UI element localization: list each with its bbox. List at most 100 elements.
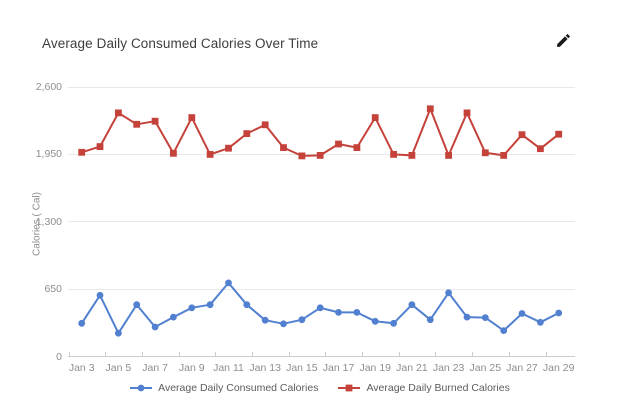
legend-label-burned: Average Daily Burned Calories — [366, 382, 510, 394]
data-point-consumed[interactable] — [353, 309, 361, 316]
data-point-consumed[interactable] — [445, 289, 452, 297]
x-tick-label: Jan 7 — [142, 362, 168, 374]
x-axis-tick — [178, 352, 180, 356]
data-point-consumed[interactable] — [426, 316, 434, 324]
x-tick-label: Jan 5 — [105, 362, 132, 374]
data-point-consumed[interactable] — [518, 310, 526, 317]
data-point-burned[interactable] — [206, 151, 214, 158]
y-tick-label: 1,300 — [35, 215, 62, 228]
y-tick-label: 1,950 — [35, 148, 62, 161]
data-point-burned[interactable] — [371, 114, 379, 121]
data-point-consumed[interactable] — [463, 313, 471, 321]
data-point-consumed[interactable] — [316, 304, 324, 312]
data-point-burned[interactable] — [408, 152, 416, 159]
gridline — [68, 221, 575, 223]
data-point-consumed[interactable] — [133, 301, 141, 309]
x-tick-label: Jan 3 — [68, 362, 95, 374]
data-point-burned[interactable] — [500, 152, 508, 159]
x-axis-tick — [141, 352, 143, 356]
x-tick-label: Jan 25 — [469, 362, 502, 374]
x-tick-label: Jan 27 — [506, 362, 538, 374]
edit-button[interactable] — [552, 28, 576, 52]
data-point-burned[interactable] — [335, 140, 342, 148]
data-point-consumed[interactable] — [151, 323, 159, 331]
x-axis-line — [68, 356, 575, 357]
y-tick-label: 2,600 — [35, 81, 62, 93]
y-tick-label: 650 — [44, 283, 62, 296]
legend: Average Daily Consumed Calories Average … — [0, 382, 640, 394]
data-point-burned[interactable] — [78, 148, 86, 156]
data-point-burned[interactable] — [537, 145, 544, 153]
legend-item-consumed[interactable]: Average Daily Consumed Calories — [130, 382, 318, 394]
x-tick-label: Jan 17 — [322, 362, 355, 374]
data-point-burned[interactable] — [481, 149, 489, 157]
data-point-burned[interactable] — [298, 152, 306, 160]
data-point-burned[interactable] — [133, 120, 141, 128]
data-point-consumed[interactable] — [206, 301, 214, 309]
x-axis-tick — [68, 352, 70, 356]
y-tick-label: 0 — [56, 350, 62, 363]
data-point-consumed[interactable] — [115, 329, 122, 337]
data-point-consumed[interactable] — [537, 318, 544, 326]
x-tick-label: Jan 11 — [213, 362, 244, 374]
x-axis-tick — [545, 352, 547, 356]
data-point-burned[interactable] — [426, 105, 434, 113]
data-point-burned[interactable] — [445, 152, 452, 159]
data-point-burned[interactable] — [170, 149, 177, 157]
data-point-consumed[interactable] — [298, 316, 306, 324]
x-axis-tick — [288, 352, 290, 356]
data-point-burned[interactable] — [188, 114, 196, 121]
data-point-burned[interactable] — [555, 130, 563, 138]
x-axis-tick — [398, 352, 400, 356]
x-axis-tick — [435, 352, 437, 356]
legend-item-burned[interactable]: Average Daily Burned Calories — [338, 382, 510, 394]
series-line-burned — [81, 107, 560, 157]
data-point-burned[interactable] — [151, 117, 159, 125]
data-point-consumed[interactable] — [555, 309, 563, 317]
data-point-burned[interactable] — [518, 131, 526, 139]
data-point-consumed[interactable] — [408, 301, 416, 309]
x-tick-label: Jan 23 — [432, 362, 465, 374]
data-point-consumed[interactable] — [225, 279, 232, 287]
legend-line-circle-icon — [130, 384, 153, 392]
data-point-consumed[interactable] — [261, 316, 269, 324]
data-point-burned[interactable] — [96, 143, 104, 150]
x-axis-tick — [362, 352, 364, 356]
x-axis-tick — [251, 352, 253, 356]
legend-line-square-icon — [338, 384, 361, 392]
data-point-consumed[interactable] — [188, 304, 196, 312]
data-point-consumed[interactable] — [170, 313, 177, 321]
x-axis-tick — [325, 352, 327, 356]
x-tick-label: Jan 9 — [178, 362, 205, 374]
x-tick-label: Jan 15 — [286, 362, 318, 374]
data-point-burned[interactable] — [115, 109, 122, 117]
gridline — [68, 288, 575, 290]
data-point-consumed[interactable] — [243, 301, 251, 309]
data-point-burned[interactable] — [243, 130, 251, 137]
data-point-burned[interactable] — [463, 109, 471, 117]
data-point-burned[interactable] — [390, 151, 397, 158]
data-point-burned[interactable] — [353, 144, 361, 151]
data-point-consumed[interactable] — [481, 314, 489, 321]
data-point-consumed[interactable] — [335, 309, 342, 316]
data-point-burned[interactable] — [261, 121, 269, 129]
data-point-consumed[interactable] — [280, 320, 287, 328]
data-point-consumed[interactable] — [96, 291, 104, 299]
data-point-burned[interactable] — [316, 152, 324, 159]
data-point-burned[interactable] — [280, 144, 287, 151]
x-axis-tick — [472, 352, 474, 356]
gridline — [68, 86, 575, 88]
chart-title: Average Daily Consumed Calories Over Tim… — [42, 36, 319, 51]
data-point-burned[interactable] — [225, 144, 232, 152]
data-point-consumed[interactable] — [500, 327, 508, 334]
legend-label-consumed: Average Daily Consumed Calories — [158, 382, 319, 394]
data-point-consumed[interactable] — [371, 317, 379, 325]
x-tick-label: Jan 21 — [396, 362, 428, 374]
data-point-consumed[interactable] — [390, 319, 397, 327]
x-tick-label: Jan 29 — [542, 362, 575, 374]
data-point-consumed[interactable] — [78, 319, 86, 327]
pencil-edit-icon — [557, 33, 570, 47]
x-axis-tick — [105, 352, 107, 356]
x-tick-label: Jan 13 — [249, 362, 281, 374]
